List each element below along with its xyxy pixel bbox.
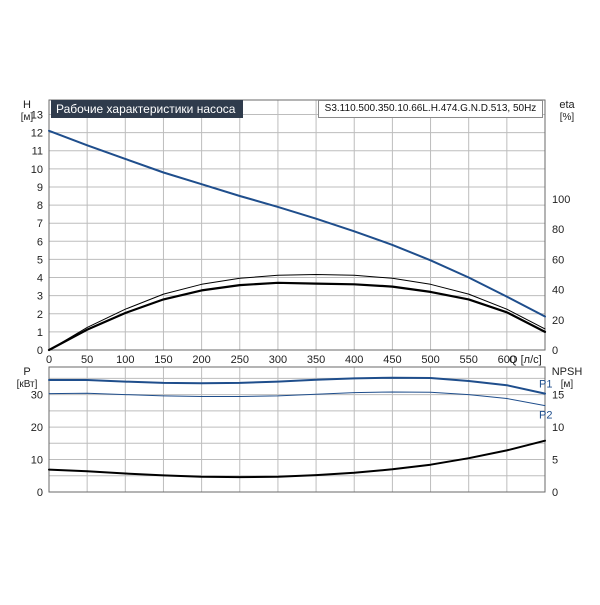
y-left-axis-label: H — [23, 99, 31, 111]
series-line — [48, 391, 546, 407]
x-tick-label: 600 — [498, 354, 516, 366]
y-left-tick-label: 12 — [31, 128, 43, 140]
y-right-tick-label: 0 — [552, 487, 558, 499]
power-panel-frame — [48, 366, 546, 493]
y-right-axis-label: NPSH — [552, 366, 583, 378]
y-right-axis-unit: [%] — [560, 112, 575, 123]
y-left-tick-label: 20 — [31, 422, 43, 434]
x-tick-label: 150 — [154, 354, 172, 366]
y-right-axis-label: eta — [559, 99, 575, 111]
y-left-tick-label: 1 — [37, 327, 43, 339]
pump-model-label: S3.110.500.350.10.66L.H.474.G.N.D.513, 5… — [318, 100, 543, 118]
y-left-tick-label: 10 — [31, 455, 43, 467]
series-line — [48, 376, 546, 395]
tick-labels: 0123456789101112130204060801000102030051… — [31, 109, 571, 499]
x-tick-label: 500 — [421, 354, 439, 366]
series-lines: P1 P2 — [47, 129, 552, 479]
y-right-tick-label: 40 — [552, 285, 564, 297]
y-left-tick-label: 8 — [37, 200, 43, 212]
y-right-tick-label: 100 — [552, 194, 570, 206]
series-line — [48, 129, 546, 318]
x-tick-label: 250 — [231, 354, 249, 366]
x-tick-label: 350 — [307, 354, 325, 366]
y-left-tick-label: 2 — [37, 309, 43, 321]
y-left-axis-unit: [кВт] — [17, 379, 38, 390]
series-line — [47, 281, 547, 352]
x-tick-label: 100 — [116, 354, 134, 366]
series-label: P2 — [539, 410, 552, 422]
x-tick-label: 550 — [460, 354, 478, 366]
y-left-tick-label: 6 — [37, 236, 43, 248]
x-tick-label: 50 — [81, 354, 93, 366]
y-left-tick-label: 4 — [37, 273, 43, 285]
y-left-tick-label: 5 — [37, 254, 43, 266]
series-label: P1 — [539, 379, 552, 391]
y-right-tick-label: 60 — [552, 254, 564, 266]
y-left-tick-label: 3 — [37, 291, 43, 303]
x-tick-label: 450 — [383, 354, 401, 366]
axis-labels: H[м]eta[%]P[кВт]NPSH[м]Q [л/с] — [17, 99, 583, 390]
x-axis-label: Q [л/с] — [509, 354, 542, 366]
x-tick-label: 200 — [192, 354, 210, 366]
y-left-tick-label: 30 — [31, 390, 43, 402]
y-right-tick-label: 80 — [552, 224, 564, 236]
y-left-tick-label: 0 — [37, 345, 43, 357]
y-left-axis-label: P — [23, 366, 30, 378]
panel-frames — [48, 99, 546, 493]
y-left-tick-label: 9 — [37, 182, 43, 194]
series-line — [48, 439, 546, 479]
y-left-tick-label: 11 — [32, 146, 43, 158]
y-left-tick-label: 7 — [37, 218, 43, 230]
series-line — [48, 274, 546, 351]
y-right-tick-label: 0 — [552, 345, 558, 357]
y-left-tick-label: 13 — [31, 109, 43, 121]
y-left-tick-label: 0 — [37, 487, 43, 499]
x-tick-label: 400 — [345, 354, 363, 366]
x-tick-label: 0 — [46, 354, 52, 366]
y-right-tick-label: 10 — [552, 422, 564, 434]
y-right-axis-unit: [м] — [561, 379, 574, 390]
y-left-tick-label: 10 — [31, 164, 43, 176]
y-right-tick-label: 15 — [552, 390, 564, 402]
x-tick-label: 300 — [269, 354, 287, 366]
chart-title: Рабочие характеристики насоса — [51, 100, 243, 118]
head-panel-frame — [48, 99, 546, 351]
y-right-tick-label: 20 — [552, 315, 564, 327]
y-left-axis-unit: [м] — [21, 112, 34, 123]
y-right-tick-label: 5 — [552, 455, 558, 467]
